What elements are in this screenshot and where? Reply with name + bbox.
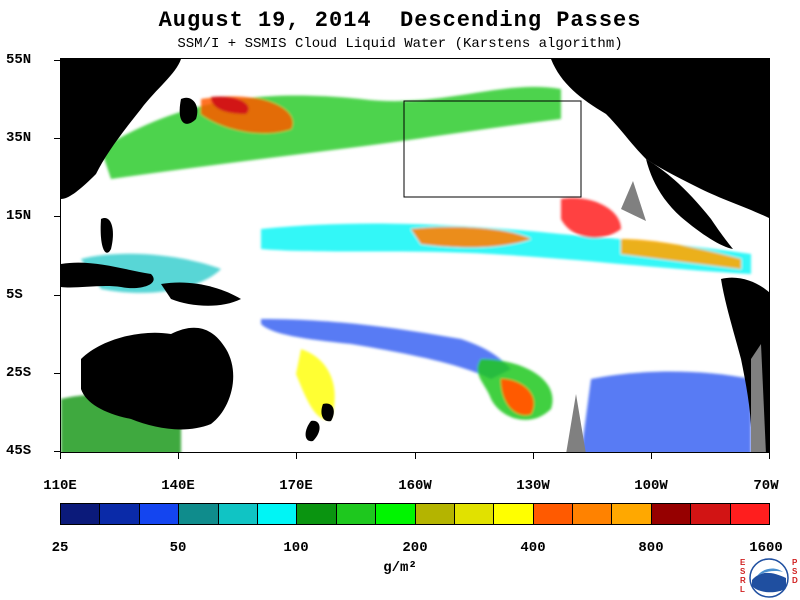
cloud-band-south xyxy=(261,319,511,379)
cloud-band-itcz xyxy=(261,223,751,274)
cloud-band-itcz-east xyxy=(561,198,621,238)
colorbar-segment xyxy=(139,504,180,524)
colorbar-segment xyxy=(257,504,298,524)
land-new-guinea xyxy=(161,282,241,306)
land-new-zealand-south xyxy=(305,420,320,442)
land-north-america xyxy=(551,59,769,219)
lon-tick xyxy=(296,453,297,459)
colorbar-segment xyxy=(612,504,652,524)
lat-tick xyxy=(54,138,60,139)
lat-label-35n: 35N xyxy=(6,130,32,146)
land-australia xyxy=(81,327,234,430)
lon-tick xyxy=(415,453,416,459)
lat-tick xyxy=(54,216,60,217)
lon-label-70w: 70W xyxy=(753,478,779,494)
lat-tick xyxy=(54,295,60,296)
noaa-logo-icon xyxy=(749,558,789,598)
colorbar-segment xyxy=(336,504,377,524)
colorbar-segment xyxy=(533,504,574,524)
colorbar-segment xyxy=(573,504,613,524)
colorbar-segment xyxy=(691,504,731,524)
cloud-water-map xyxy=(60,58,770,453)
land-mexico xyxy=(646,159,733,249)
lon-label-100w: 100W xyxy=(634,478,668,494)
lat-tick xyxy=(54,60,60,61)
colorbar-segment xyxy=(218,504,258,524)
colorbar-label-50: 50 xyxy=(169,540,187,556)
lon-tick xyxy=(769,453,770,459)
land-philippines xyxy=(100,218,113,253)
colorbar-segment xyxy=(100,504,140,524)
lon-tick xyxy=(651,453,652,459)
no-data-swath-east xyxy=(751,344,766,452)
colorbar-label-200: 200 xyxy=(402,540,428,556)
colorbar-segment xyxy=(651,504,692,524)
lat-tick xyxy=(54,451,60,452)
lat-label-5s: 5S xyxy=(6,287,23,303)
land-asia xyxy=(61,59,181,199)
land-indonesia xyxy=(61,262,154,289)
lon-label-110e: 110E xyxy=(43,478,77,494)
colorbar-segment xyxy=(730,504,770,524)
colorbar-segment xyxy=(376,504,416,524)
colorbar-label-1600: 1600 xyxy=(749,540,783,556)
page-subtitle: SSM/I + SSMIS Cloud Liquid Water (Karste… xyxy=(177,36,623,52)
colorbar-segment xyxy=(415,504,455,524)
cloud-band-east xyxy=(621,239,741,269)
lon-label-140e: 140E xyxy=(161,478,195,494)
lat-tick xyxy=(54,373,60,374)
cloud-band-itcz-core xyxy=(411,227,531,248)
colorbar-segment xyxy=(297,504,337,524)
colorbar-units: g/m² xyxy=(383,560,417,576)
cloud-tasman xyxy=(296,349,335,420)
lat-label-45s: 45S xyxy=(6,443,32,459)
page-title: August 19, 2014 Descending Passes xyxy=(158,8,642,33)
colorbar-label-800: 800 xyxy=(638,540,664,556)
lon-tick xyxy=(178,453,179,459)
colorbar-label-25: 25 xyxy=(51,540,69,556)
no-data-swath-south xyxy=(566,394,586,452)
lat-label-15n: 15N xyxy=(6,208,32,224)
colorbar-label-400: 400 xyxy=(520,540,546,556)
colorbar-segment xyxy=(61,504,101,524)
lon-tick xyxy=(60,453,61,459)
colorbar-segment xyxy=(179,504,219,524)
land xyxy=(61,59,769,452)
lon-tick xyxy=(533,453,534,459)
land-japan xyxy=(179,97,198,124)
colorbar-label-100: 100 xyxy=(283,540,309,556)
colorbar xyxy=(60,503,770,525)
colorbar-segment xyxy=(494,504,534,524)
no-data-swaths xyxy=(566,181,766,452)
map-canvas xyxy=(61,59,769,452)
lon-label-170e: 170E xyxy=(279,478,313,494)
lon-label-160w: 160W xyxy=(398,478,432,494)
cloud-swirl-core xyxy=(501,379,534,415)
cloud-band-north-peak xyxy=(211,96,249,114)
lat-label-55n: 55N xyxy=(6,52,32,68)
no-data-swath-north xyxy=(621,181,646,221)
lat-label-25s: 25S xyxy=(6,365,32,381)
land-new-zealand-north xyxy=(321,403,334,422)
region-box xyxy=(403,100,582,198)
colorbar-segment xyxy=(454,504,495,524)
lon-label-130w: 130W xyxy=(516,478,550,494)
cloud-southeast xyxy=(581,371,751,452)
